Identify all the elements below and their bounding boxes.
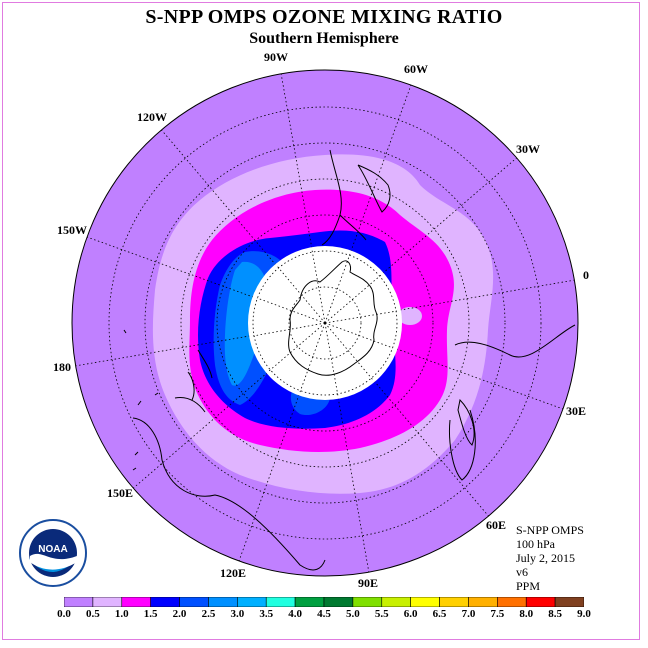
south-america-coast: [321, 149, 391, 246]
antarctica-coast: [288, 260, 378, 376]
colorbar-swatch-7: [265, 597, 296, 607]
colorbar-tick-label: 3.5: [259, 608, 274, 620]
lon-label-60e: 60E: [486, 518, 507, 532]
colorbar-tick-label: 0.5: [86, 608, 100, 620]
colorbar-tick-label: 2.0: [172, 608, 187, 620]
colorbar-swatch-3: [150, 597, 180, 607]
colorbar-swatch-1: [92, 597, 123, 607]
colorbar-tick-label: 3.0: [230, 608, 245, 620]
colorbar-tick-label: 1.5: [143, 608, 158, 620]
colorbar-tick-label: 6.5: [432, 608, 447, 620]
colorbar-tick-label: 6.0: [403, 608, 418, 620]
colorbar-tick-label: 5.5: [374, 608, 389, 620]
colorbar-swatch-10: [352, 597, 383, 607]
lon-label-30w: 30W: [516, 142, 540, 156]
ozone-patch: [398, 307, 422, 325]
info-version: v6: [516, 565, 528, 579]
lon-label-150e: 150E: [107, 486, 134, 500]
new-zealand-coast: [187, 349, 213, 401]
australia-coast: [132, 396, 326, 571]
map-border: [71, 69, 579, 577]
colorbar-swatch-2: [121, 597, 151, 607]
latitude-circles: [108, 106, 542, 540]
colorbar-tick-label: 4.0: [288, 608, 302, 620]
lon-label-150w: 150W: [57, 223, 87, 237]
map-title: S-NPP OMPS OZONE MIXING RATIO: [145, 6, 503, 28]
colorbar-swatch-5: [208, 597, 238, 607]
colorbar-swatch-15: [497, 597, 527, 607]
info-block: S-NPP OMPS 100 hPa July 2, 2015 v6 PPM: [516, 523, 584, 593]
meridians: [74, 72, 576, 574]
lon-label-120e: 120E: [220, 566, 247, 580]
colorbar-tick-label: 7.5: [490, 608, 505, 620]
colorbar-swatch-4: [179, 597, 209, 607]
south-pole-marker: [323, 321, 327, 325]
colorbar: [64, 597, 584, 607]
lon-label-60w: 60W: [404, 62, 428, 76]
lon-label-0: 0: [583, 268, 589, 282]
colorbar-swatch-13: [439, 597, 469, 607]
colorbar-tick-label: 4.5: [317, 608, 331, 620]
madagascar-coast: [457, 398, 475, 446]
info-instrument: S-NPP OMPS: [516, 523, 584, 537]
pacific-islands: [123, 329, 159, 471]
colorbar-tick-label: 0.0: [57, 608, 71, 620]
africa-coast: [449, 324, 576, 481]
lon-label-90w: 90W: [264, 50, 288, 64]
lon-label-90e: 90E: [358, 576, 379, 590]
noaa-logo: NOAA: [18, 518, 88, 588]
map-subtitle: Southern Hemisphere: [249, 30, 399, 47]
figure-frame: [2, 2, 640, 640]
coastlines: [123, 149, 576, 571]
info-units: PPM: [516, 579, 541, 593]
info-pressure: 100 hPa: [516, 537, 555, 551]
colorbar-tick-label: 8.5: [548, 608, 562, 620]
colorbar-tick-label: 5.0: [346, 608, 360, 620]
colorbar-swatch-6: [237, 597, 267, 607]
lon-label-120w: 120W: [137, 110, 167, 124]
lon-label-180: 180: [53, 360, 71, 374]
colorbar-tick-label: 9.0: [577, 608, 591, 620]
colorbar-swatch-0: [64, 597, 94, 607]
colorbar-swatch-16: [525, 597, 556, 607]
lon-label-30e: 30E: [566, 404, 587, 418]
colorbar-swatch-8: [294, 597, 325, 607]
noaa-logo-text: NOAA: [38, 544, 67, 555]
colorbar-swatch-14: [468, 597, 498, 607]
colorbar-tick-label: 2.5: [201, 608, 216, 620]
colorbar-swatch-12: [410, 597, 440, 607]
colorbar-tick-label: 1.0: [114, 608, 129, 620]
colorbar-swatch-17: [554, 597, 584, 607]
colorbar-tick-label: 8.0: [519, 608, 534, 620]
colorbar-swatch-9: [323, 597, 354, 607]
colorbar-swatch-11: [381, 597, 411, 607]
colorbar-tick-label: 7.0: [461, 608, 476, 620]
info-date: July 2, 2015: [516, 551, 576, 565]
